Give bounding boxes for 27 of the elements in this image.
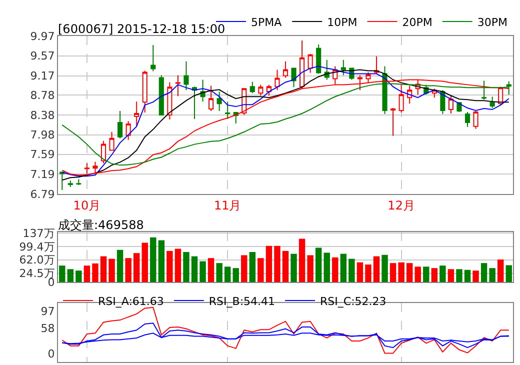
y-tick-label: 6.79: [30, 188, 55, 201]
y-tick-label: 9.17: [30, 70, 55, 83]
y-tick-label: 58: [40, 322, 55, 336]
x-tick-label: 10月: [73, 198, 101, 212]
legend-label: 20PM: [402, 16, 432, 29]
y-tick-label: 99.4万: [19, 240, 55, 254]
x-tick-label: 12月: [388, 198, 415, 212]
y-tick-label: 62.0万: [19, 254, 55, 267]
y-tick-label: 7.19: [30, 168, 55, 181]
y-tick-label: 8.78: [30, 88, 55, 102]
y-tick-label: 9.57: [30, 50, 55, 63]
y-tick-label: 0: [48, 348, 55, 361]
y-tick-label: 7.98: [30, 128, 55, 142]
y-tick-label: 9.97: [30, 30, 55, 43]
legend-label: RSI_B:54.41: [208, 294, 276, 308]
legend-label: RSI_C:52.23: [320, 294, 386, 308]
legend-label: 10PM: [327, 16, 358, 29]
legend-label: 5PMA: [251, 16, 282, 29]
y-tick-label: 8.38: [30, 108, 55, 122]
chart-title: 成交量:469588: [58, 218, 144, 232]
legend-label: RSI_A:61.63: [98, 294, 164, 308]
x-tick-label: 11月: [214, 198, 242, 212]
chart-title: [600067] 2015-12-18 15:00: [58, 22, 226, 36]
legend-label: 30PM: [477, 16, 508, 29]
y-tick-label: 137万: [22, 226, 55, 240]
y-tick-label: 7.59: [30, 148, 55, 162]
y-tick-label: 97: [40, 305, 55, 318]
